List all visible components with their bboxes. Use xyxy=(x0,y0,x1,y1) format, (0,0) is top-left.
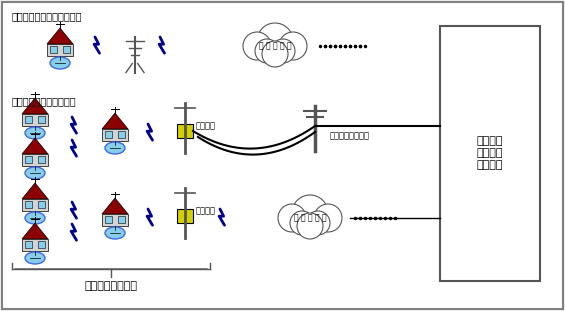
Bar xyxy=(102,214,128,226)
Bar xyxy=(105,216,112,223)
Circle shape xyxy=(257,23,293,59)
Bar xyxy=(177,124,193,138)
Bar xyxy=(25,156,32,163)
Circle shape xyxy=(314,204,342,232)
Bar xyxy=(22,154,48,166)
Bar xyxy=(102,129,128,141)
Bar xyxy=(25,241,32,248)
Text: 携 帯 電 話 網: 携 帯 電 話 網 xyxy=(294,213,327,222)
Text: 中継装置: 中継装置 xyxy=(196,122,216,131)
Bar xyxy=(25,201,32,208)
Bar xyxy=(38,241,45,248)
Circle shape xyxy=(271,39,295,63)
Ellipse shape xyxy=(25,252,45,264)
Bar xyxy=(118,131,125,138)
Circle shape xyxy=(306,211,330,235)
Circle shape xyxy=(243,32,271,60)
Bar xyxy=(47,44,73,56)
Text: 中継装置: 中継装置 xyxy=(196,207,216,216)
Bar xyxy=(177,209,193,223)
Text: （当社）
情報収集
サーバー: （当社） 情報収集 サーバー xyxy=(477,137,503,169)
Text: ラストワンマイル: ラストワンマイル xyxy=(85,281,137,291)
Bar xyxy=(63,46,70,53)
Text: （特定小電力無線方式）: （特定小電力無線方式） xyxy=(12,96,77,106)
Bar xyxy=(22,239,48,251)
Bar xyxy=(118,216,125,223)
Ellipse shape xyxy=(105,142,125,154)
Polygon shape xyxy=(22,223,48,239)
Bar xyxy=(38,116,45,123)
Circle shape xyxy=(278,204,306,232)
Ellipse shape xyxy=(25,167,45,179)
Bar xyxy=(22,199,48,211)
Ellipse shape xyxy=(105,227,125,239)
Bar xyxy=(50,46,57,53)
Polygon shape xyxy=(102,198,128,214)
Ellipse shape xyxy=(50,57,70,69)
Circle shape xyxy=(279,32,307,60)
Bar xyxy=(38,156,45,163)
Text: 携 帯 電 話 網: 携 帯 電 話 網 xyxy=(259,41,292,50)
Ellipse shape xyxy=(25,127,45,139)
Ellipse shape xyxy=(25,212,45,224)
Circle shape xyxy=(262,41,288,67)
Polygon shape xyxy=(22,138,48,154)
Bar xyxy=(25,116,32,123)
Bar xyxy=(440,26,540,281)
Bar xyxy=(38,201,45,208)
Polygon shape xyxy=(22,98,48,114)
Circle shape xyxy=(292,195,328,231)
Polygon shape xyxy=(102,113,128,129)
Text: （携帯パケット通信方式）: （携帯パケット通信方式） xyxy=(12,11,82,21)
Text: （光ファイバー）: （光ファイバー） xyxy=(330,132,370,141)
Bar xyxy=(22,114,48,126)
Polygon shape xyxy=(47,28,73,44)
Circle shape xyxy=(290,211,314,235)
Polygon shape xyxy=(22,183,48,199)
Circle shape xyxy=(297,213,323,239)
Circle shape xyxy=(255,39,279,63)
Bar xyxy=(105,131,112,138)
